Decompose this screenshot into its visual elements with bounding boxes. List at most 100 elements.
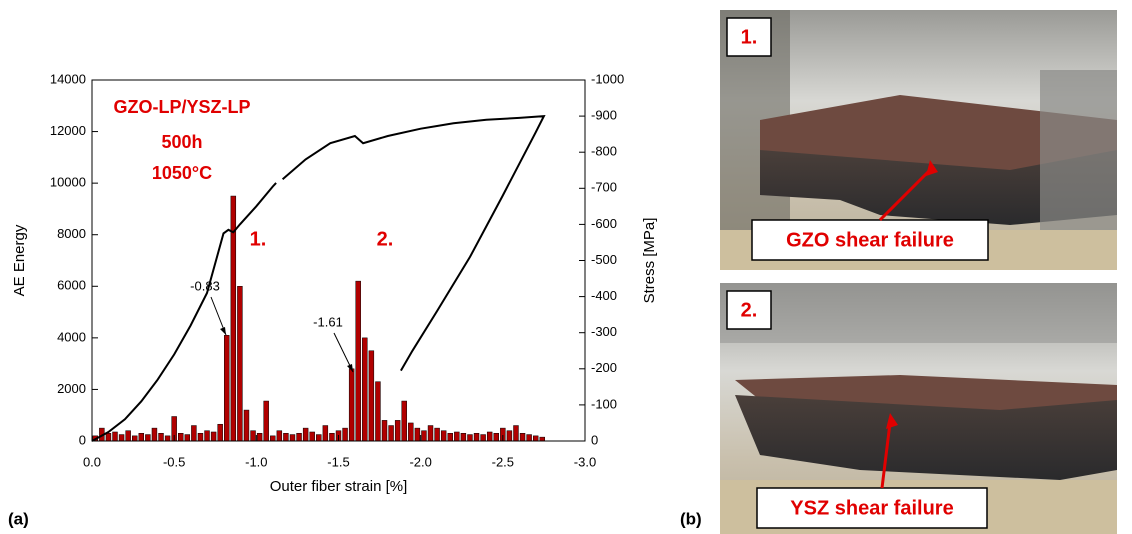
condition-text: 500h [161,132,202,152]
x-tick-label: -2.5 [492,454,514,469]
bar [427,425,434,442]
bar [513,425,519,442]
arrow-head [220,327,226,335]
y2-tick-label: 0 [591,432,598,447]
caption: YSZ shear failure [790,497,953,519]
bar [322,425,329,442]
y2-tick-label: -1000 [591,71,624,86]
bar [243,409,250,442]
bar [224,335,230,442]
y2-tick-label: -200 [591,360,617,375]
bar [480,434,486,442]
bar [250,430,256,442]
bar [283,433,289,442]
bar [342,427,348,442]
bar [296,433,302,442]
panel-label: (a) [8,509,29,528]
bar [473,433,480,442]
bar [105,433,112,442]
y2-tick-label: -100 [591,396,617,411]
bar [388,425,394,442]
y-axis-label: AE Energy [11,224,28,296]
bar [270,435,276,442]
y-tick-label: 14000 [50,71,86,86]
bar [348,368,355,442]
bar [151,427,158,442]
condition-text: 1050°C [152,163,212,183]
caption-arrow-head [886,413,898,429]
bar [256,433,263,442]
bar [112,431,118,442]
bar [355,280,361,442]
bar [302,427,309,442]
y2-tick-label: -900 [591,108,617,123]
panel-label: (b) [680,509,702,528]
caption-arrow-head [926,160,938,176]
bar [454,431,460,442]
y-tick-label: 0 [79,432,86,447]
y2-tick-label: -800 [591,144,617,159]
bar [506,430,513,442]
photo-label: 2. [741,299,758,321]
bar [460,433,467,442]
peak-label: 1. [250,228,267,250]
caption: GZO shear failure [786,229,954,251]
arrow-head [347,364,353,372]
bar [309,431,315,442]
bar [381,420,388,442]
caption-arrow [880,422,892,489]
bar [394,420,401,442]
y-tick-label: 10000 [50,175,86,190]
bar [138,433,145,442]
stress-curve [91,114,546,442]
y2-tick-label: -500 [591,252,617,267]
y-tick-label: 12000 [50,123,86,138]
y2-axis-label: Stress [MPa] [641,218,658,304]
bar [184,434,191,442]
bar [493,433,499,442]
bar [526,434,532,442]
x-tick-label: -2.0 [409,454,431,469]
bar [289,434,296,442]
bar [210,431,217,442]
y2-tick-label: -300 [591,324,617,339]
annotation: -0.83 [190,278,220,293]
bar [362,337,368,442]
x-tick-label: -1.0 [245,454,267,469]
bar [421,430,427,442]
y2-tick-label: -400 [591,288,617,303]
y-tick-label: 2000 [57,381,86,396]
x-tick-label: -0.5 [163,454,185,469]
bar [467,434,473,442]
y2-tick-label: -700 [591,180,617,195]
bar [204,430,210,442]
bar [316,434,322,442]
photo-label-box [726,17,772,57]
bar [532,435,539,442]
caption-box [756,487,988,529]
y-tick-label: 6000 [57,278,86,293]
photo-label-box [726,290,772,330]
bar [447,433,453,442]
bar [217,423,223,442]
y-tick-label: 4000 [57,329,86,344]
x-tick-label: 0.0 [83,454,101,469]
peak-label: 2. [377,228,394,250]
bar [368,350,375,442]
bar [375,381,381,442]
bar [408,422,414,442]
bar [414,427,421,442]
bar [132,435,138,442]
bar [118,434,125,442]
bar [440,430,447,442]
bar [164,435,171,442]
bar [276,430,283,442]
y2-tick-label: -600 [591,216,617,231]
bar [329,433,335,442]
bar [197,433,204,442]
bar [145,434,151,442]
x-tick-label: -3.0 [574,454,596,469]
condition-text: GZO-LP/YSZ-LP [114,97,251,117]
